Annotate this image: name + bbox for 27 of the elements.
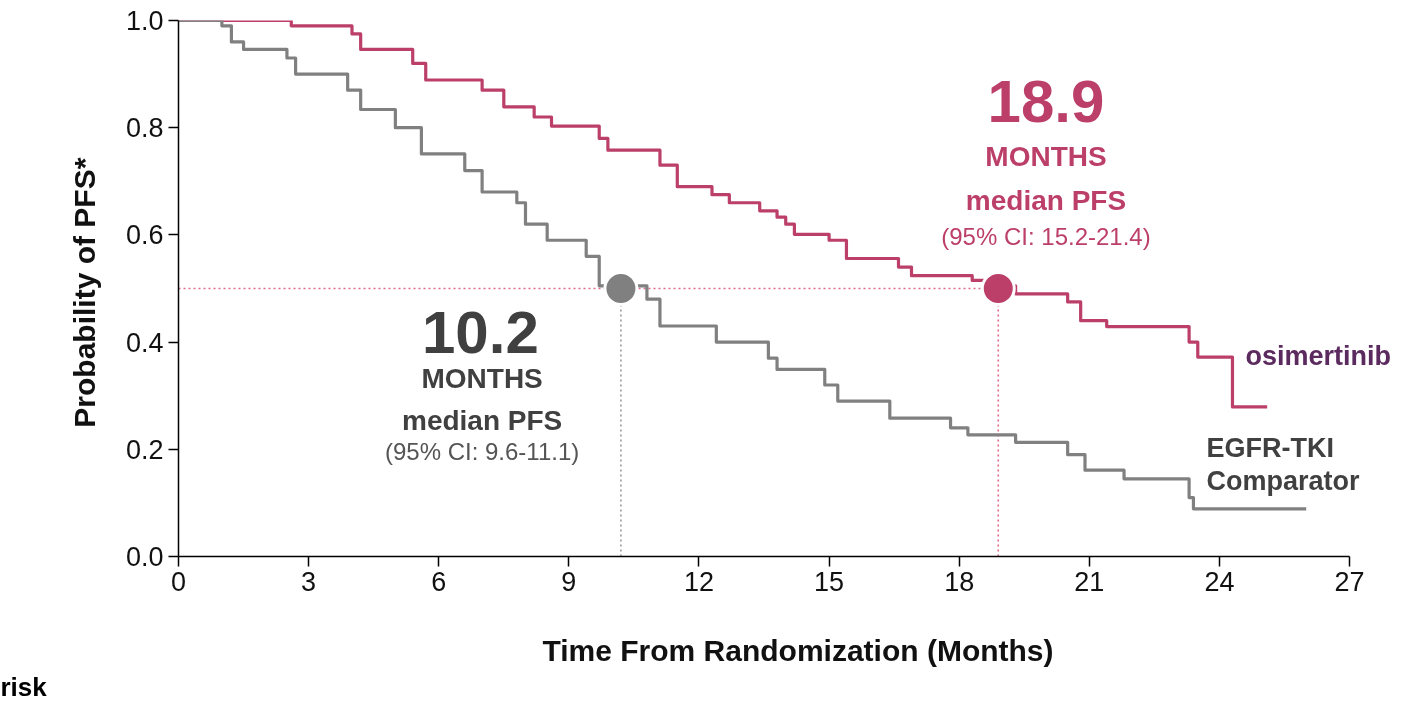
annotation: (95% CI: 15.2-21.4) xyxy=(941,223,1151,251)
x-tick-label: 0 xyxy=(170,566,187,597)
x-tick-label: 12 xyxy=(683,566,715,597)
x-tick-label: 18 xyxy=(944,566,975,597)
y-tick-label: 0.6 xyxy=(125,220,164,251)
y-tick-label: 0.4 xyxy=(125,327,164,358)
series-label: osimertinib xyxy=(1245,340,1392,371)
y-tick-label: 0.2 xyxy=(125,434,164,465)
annotation: median PFS xyxy=(965,184,1127,216)
x-tick-label: 3 xyxy=(301,566,317,597)
series-label: EGFR-TKI Comparator xyxy=(1206,432,1360,496)
x-tick-label: 15 xyxy=(814,566,845,597)
x-tick-label: 24 xyxy=(1204,566,1235,597)
annotation: MONTHS xyxy=(985,141,1107,173)
y-tick-label: 0.8 xyxy=(125,113,164,144)
y-tick-label: 1.0 xyxy=(125,6,164,36)
x-tick-label: 27 xyxy=(1334,566,1365,597)
x-tick-label: 6 xyxy=(431,566,447,597)
x-tick-label: 9 xyxy=(561,566,577,597)
x-axis-title: Time From Randomization (Months) xyxy=(542,633,1054,667)
y-axis-title: Probability of PFS* xyxy=(67,157,101,428)
annotation: (95% CI: 9.6-11.1) xyxy=(384,438,580,466)
annotation: median PFS xyxy=(401,404,563,436)
y-tick-label: 0.0 xyxy=(125,542,164,572)
annotation: 18.9 xyxy=(987,68,1105,136)
text: risk xyxy=(0,671,48,701)
x-tick-label: 21 xyxy=(1074,566,1105,597)
